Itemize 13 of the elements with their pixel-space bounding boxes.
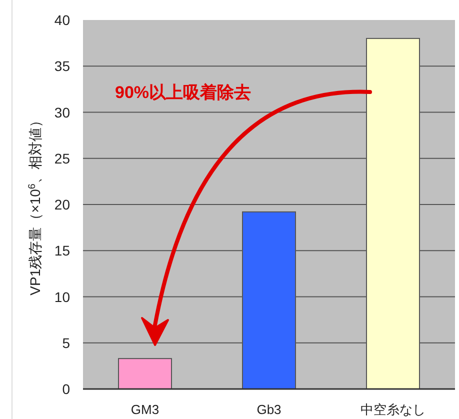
y-tick-label: 35 (54, 58, 70, 74)
y-tick-label: 20 (54, 196, 70, 212)
y-tick-label: 10 (54, 288, 70, 305)
y-tick-label: 5 (62, 334, 70, 351)
annotation: 90%以上吸着除去 (115, 83, 252, 102)
y-tick-label: 30 (54, 104, 70, 120)
x-tick-label: 中空糸なし (360, 402, 426, 417)
x-tick-label: GM3 (130, 402, 160, 417)
y-tick-label: 40 (54, 12, 70, 28)
x-tick-label: Gb3 (256, 402, 282, 417)
y-tick-label: 0 (62, 381, 70, 397)
y-tick-label: 15 (54, 242, 70, 259)
y-tick-label: 25 (54, 150, 70, 166)
